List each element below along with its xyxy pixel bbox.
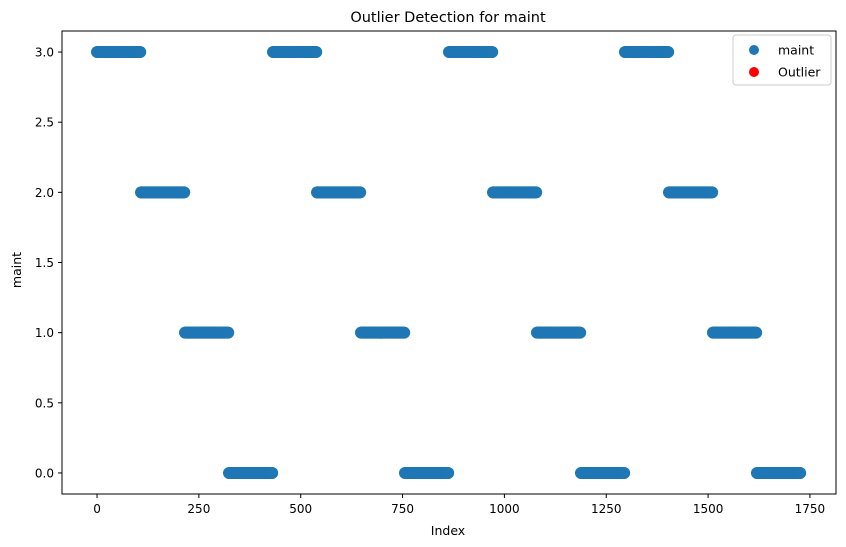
data-point — [442, 466, 455, 479]
data-point — [706, 186, 719, 199]
point-run-5 — [311, 186, 367, 199]
x-tick-label: 1500 — [693, 502, 724, 516]
x-axis-label: Index — [431, 523, 465, 538]
point-run-10 — [530, 326, 587, 339]
data-points-layer — [91, 46, 807, 479]
x-tick-label: 750 — [391, 502, 414, 516]
y-tick-label: 1.0 — [35, 326, 54, 340]
x-tick-label: 1750 — [795, 502, 826, 516]
x-tick-label: 500 — [289, 502, 312, 516]
point-run-12 — [618, 46, 675, 59]
legend-marker-outlier — [749, 67, 759, 77]
y-tick-label: 2.5 — [35, 116, 54, 130]
legend-label-outlier: Outlier — [778, 65, 821, 80]
y-tick-label: 2.0 — [35, 186, 54, 200]
point-run-13 — [662, 186, 719, 199]
y-tick-label: 0.0 — [35, 466, 54, 480]
legend-marker-maint — [749, 45, 759, 55]
y-tick-label: 0.5 — [35, 396, 54, 410]
data-point — [178, 186, 191, 199]
x-tick-label: 1000 — [489, 502, 520, 516]
data-point — [618, 466, 631, 479]
data-point — [134, 46, 147, 59]
y-tick-label: 1.5 — [35, 256, 54, 270]
point-run-14 — [706, 326, 763, 339]
plot-frame — [61, 30, 837, 495]
x-tick-label: 0 — [93, 502, 101, 516]
point-run-8 — [443, 46, 499, 59]
chart-title: Outlier Detection for maint — [350, 10, 546, 26]
point-run-15 — [750, 466, 807, 479]
data-point — [750, 326, 763, 339]
point-run-1 — [135, 186, 191, 199]
x-tick-label: 1250 — [591, 502, 622, 516]
data-point — [574, 326, 587, 339]
data-point — [486, 46, 499, 59]
y-tick-label: 3.0 — [35, 46, 54, 60]
data-point — [266, 466, 279, 479]
point-run-4 — [267, 46, 323, 59]
x-tick-label: 250 — [187, 502, 210, 516]
point-run-0 — [91, 46, 147, 59]
data-point — [794, 466, 807, 479]
x-axis-ticks: 0 250 500 750 1000 1250 1500 1750 — [93, 494, 825, 516]
data-point — [662, 46, 675, 59]
data-point — [398, 326, 411, 339]
data-point — [222, 326, 235, 339]
legend: maint Outlier — [732, 34, 832, 86]
point-run-6 — [355, 326, 411, 339]
point-run-3 — [223, 466, 279, 479]
point-run-2 — [179, 326, 235, 339]
data-point — [310, 46, 323, 59]
data-point — [530, 186, 543, 199]
data-point — [354, 186, 367, 199]
point-run-7 — [399, 466, 455, 479]
point-run-11 — [574, 466, 631, 479]
legend-label-maint: maint — [778, 43, 814, 58]
point-run-9 — [487, 186, 543, 199]
y-axis-label: maint — [9, 252, 24, 288]
y-axis-ticks: 0.0 0.5 1.0 1.5 2.0 2.5 3.0 — [35, 46, 62, 480]
